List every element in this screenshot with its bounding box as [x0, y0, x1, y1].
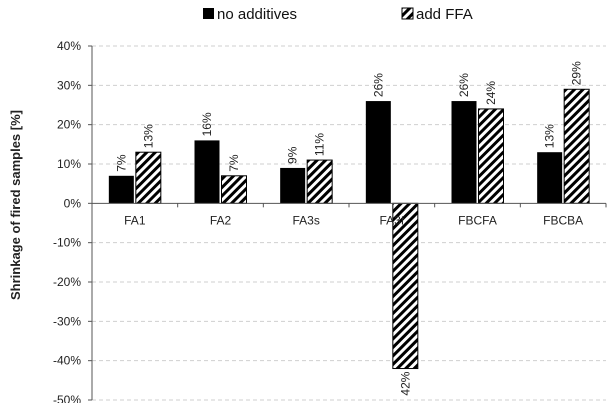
y-tick-label: 40%: [57, 39, 81, 53]
category-label: FBCBA: [543, 213, 583, 227]
bar-no-additives-fa3s: [280, 167, 306, 204]
legend-label-no-additives: no additives: [217, 6, 297, 23]
bar-add-ffa-fa3f: [392, 202, 419, 370]
data-label: 13%: [543, 124, 557, 148]
legend-swatch-no-additives: [203, 8, 214, 19]
bar-no-additives-fa2: [194, 140, 220, 204]
y-tick-label: 0%: [64, 196, 82, 210]
bar-add-ffa-fa2: [221, 175, 247, 204]
y-tick-label: 30%: [57, 78, 81, 92]
legend: no additives add FFA: [203, 6, 473, 23]
data-label: 42%: [398, 371, 412, 395]
bar-add-ffa-fbcba: [563, 88, 590, 204]
bar-no-additives-fbcfa: [451, 101, 477, 204]
data-label: 13%: [141, 124, 155, 148]
y-tick-label: -20%: [53, 275, 81, 289]
data-label: 29%: [570, 61, 584, 85]
bar-add-ffa-fa1: [135, 151, 162, 204]
data-label: 9%: [286, 146, 300, 164]
data-label: 7%: [227, 154, 241, 172]
bar-no-additives-fbcba: [537, 152, 563, 204]
category-label: FA3s: [292, 213, 319, 227]
y-tick-label: -50%: [53, 393, 81, 403]
y-axis-ticks: 40% 30% 20% 10% 0% -10% -20% -30% -40% -50%: [53, 39, 92, 403]
bar-add-ffa-fbcfa: [478, 108, 504, 204]
data-label: 7%: [114, 154, 128, 172]
category-label: FBCFA: [458, 213, 497, 227]
bar-no-additives-fa3f: [365, 101, 391, 204]
y-tick-label: 20%: [57, 118, 81, 132]
y-tick-label: -10%: [53, 236, 81, 250]
legend-swatch-add-ffa: [401, 7, 414, 20]
data-labels: 7% 13% 16% 7% 9% 11% 26% 42% 26% 24% 13% 29%: [114, 61, 583, 396]
grid: [92, 45, 606, 401]
data-label: 11%: [313, 133, 327, 156]
y-tick-label: -30%: [53, 314, 81, 328]
category-label: FA1: [124, 213, 146, 227]
data-label: 26%: [457, 73, 471, 97]
category-label: FA2: [210, 213, 232, 227]
bar-add-ffa-fa3s: [306, 159, 333, 204]
y-axis-label: Shrinkage of fired samples [%]: [8, 110, 23, 300]
data-label: 24%: [484, 81, 498, 105]
bars: [108, 88, 590, 370]
category-label: FA3f: [379, 213, 404, 227]
bar-no-additives-fa1: [108, 175, 134, 204]
axes: [91, 46, 607, 400]
data-label: 16%: [200, 112, 214, 136]
y-tick-label: -40%: [53, 354, 81, 368]
data-label: 26%: [371, 73, 385, 97]
y-tick-label: 10%: [57, 157, 81, 171]
category-labels: FA1 FA2 FA3s FA3f FBCFA FBCBA: [124, 213, 583, 227]
legend-label-add-ffa: add FFA: [416, 6, 473, 23]
